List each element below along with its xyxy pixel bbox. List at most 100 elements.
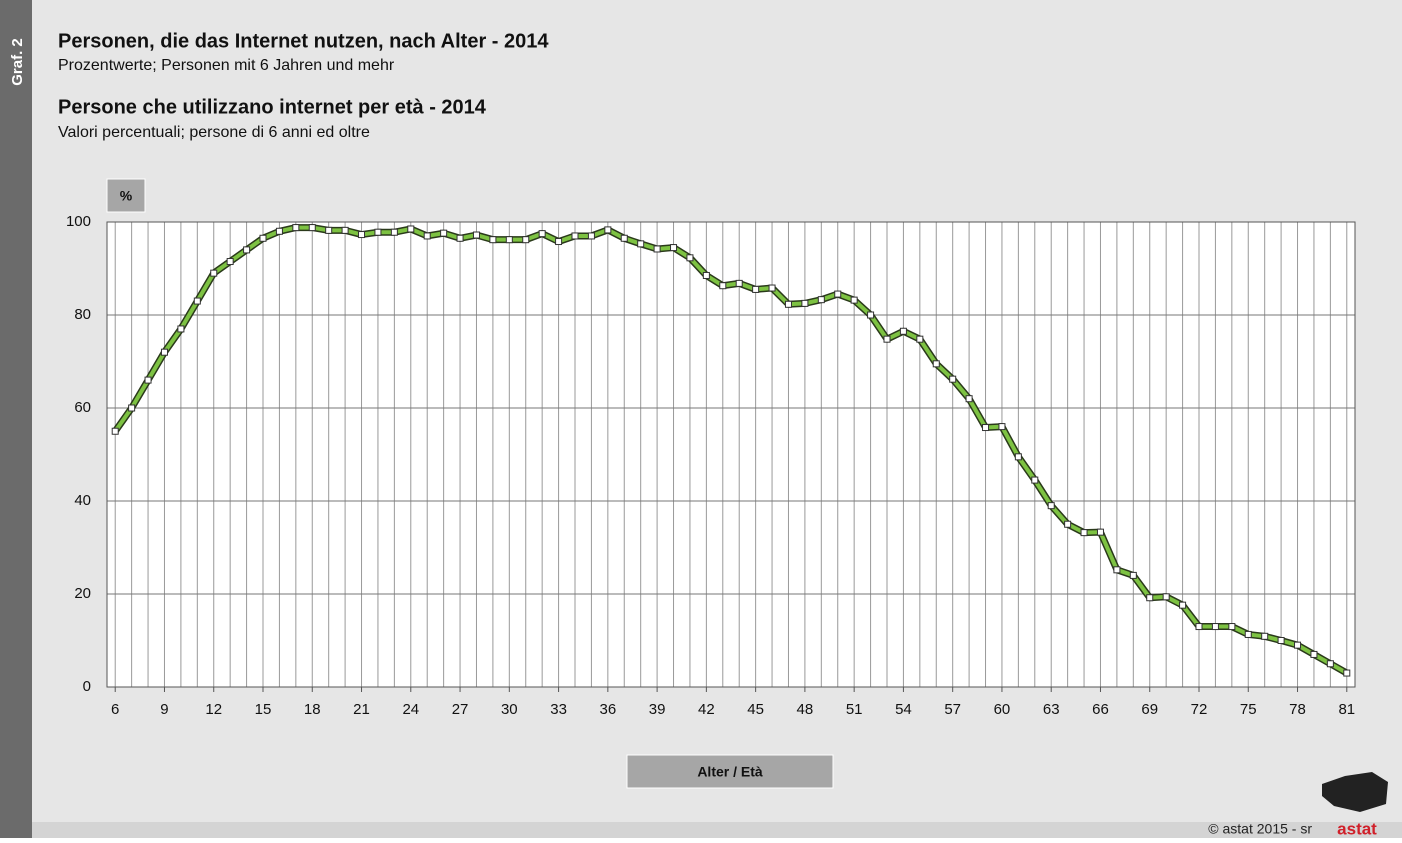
marker (407, 225, 415, 233)
marker (1228, 623, 1236, 631)
graph-label: Graf. 2 (9, 38, 26, 86)
logo: astat (1337, 819, 1377, 838)
marker (883, 335, 891, 343)
subtitle: Valori percentuali; persone di 6 anni ed… (58, 124, 370, 141)
x-label-box (626, 754, 834, 789)
marker (341, 226, 349, 234)
marker (702, 271, 710, 279)
x-tick-label: 18 (304, 701, 321, 718)
x-tick-label: 12 (205, 701, 222, 718)
marker (850, 296, 858, 304)
x-tick-label: 63 (1043, 701, 1060, 718)
marker (719, 282, 727, 290)
y-tick-label: 40 (74, 492, 91, 509)
marker (784, 300, 792, 308)
marker (1310, 650, 1318, 658)
marker (325, 226, 333, 234)
marker (752, 285, 760, 293)
marker (916, 335, 924, 343)
marker (1261, 632, 1269, 640)
x-tick-label: 9 (160, 701, 168, 718)
marker (1129, 571, 1137, 579)
marker (735, 279, 743, 287)
marker (686, 254, 694, 262)
marker (587, 232, 595, 240)
bottom-bar (32, 822, 1402, 838)
x-tick-label: 66 (1092, 701, 1109, 718)
x-tick-label: 51 (846, 701, 863, 718)
marker (1343, 669, 1351, 677)
x-tick-label: 33 (550, 701, 567, 718)
x-tick-label: 30 (501, 701, 518, 718)
y-tick-label: 20 (74, 585, 91, 602)
marker (620, 234, 628, 242)
marker (308, 224, 316, 232)
marker (637, 240, 645, 248)
x-tick-label: 36 (599, 701, 616, 718)
side-bar (0, 0, 32, 838)
marker (1277, 637, 1285, 644)
marker (932, 360, 940, 368)
marker (226, 258, 234, 266)
marker (965, 395, 973, 403)
marker (1179, 601, 1187, 609)
marker (1096, 528, 1104, 536)
x-tick-label: 24 (402, 701, 419, 718)
marker (259, 234, 267, 242)
x-tick-label: 78 (1289, 701, 1306, 718)
marker (604, 226, 612, 234)
marker (193, 297, 201, 305)
x-tick-label: 57 (944, 701, 961, 718)
marker (834, 290, 842, 298)
marker (522, 236, 530, 244)
marker (1064, 520, 1072, 528)
marker (817, 296, 825, 304)
marker (292, 224, 300, 232)
marker (1080, 529, 1088, 537)
marker (423, 232, 431, 240)
marker (505, 236, 513, 244)
x-tick-label: 72 (1191, 701, 1208, 718)
x-tick-label: 21 (353, 701, 370, 718)
marker (801, 299, 809, 307)
credit: © astat 2015 - sr (1208, 821, 1312, 837)
marker (144, 376, 152, 384)
plot-border (106, 221, 1356, 688)
y-label-box (106, 178, 146, 213)
marker (160, 348, 168, 356)
logo-map (1322, 772, 1388, 812)
marker (998, 423, 1006, 431)
x-tick-label: 81 (1338, 701, 1355, 718)
marker (374, 228, 382, 236)
marker (1031, 476, 1039, 484)
marker (899, 327, 907, 335)
marker (867, 311, 875, 319)
marker (440, 229, 448, 237)
marker (1113, 566, 1121, 574)
title: Persone che utilizzano internet per età … (58, 96, 487, 118)
marker (1195, 623, 1203, 631)
y-tick-label: 0 (83, 678, 91, 695)
title: Personen, die das Internet nutzen, nach … (58, 30, 549, 52)
x-tick-label: 48 (797, 701, 814, 718)
x-tick-label: 54 (895, 701, 912, 718)
marker (1146, 594, 1154, 602)
marker (390, 228, 398, 236)
x-tick-label: 75 (1240, 701, 1257, 718)
line (113, 225, 1348, 675)
marker (670, 244, 678, 252)
y-tick-label: 100 (66, 213, 91, 230)
marker (472, 231, 480, 239)
marker (949, 375, 957, 383)
marker (1294, 641, 1302, 649)
marker (358, 231, 366, 239)
x-axis-label: Alter / Età (697, 764, 763, 780)
marker (1047, 502, 1055, 510)
marker (1326, 660, 1334, 668)
x-tick-label: 15 (255, 701, 272, 718)
marker (243, 246, 251, 254)
plot-area (107, 222, 1355, 687)
marker (1014, 453, 1022, 461)
marker (111, 427, 119, 435)
